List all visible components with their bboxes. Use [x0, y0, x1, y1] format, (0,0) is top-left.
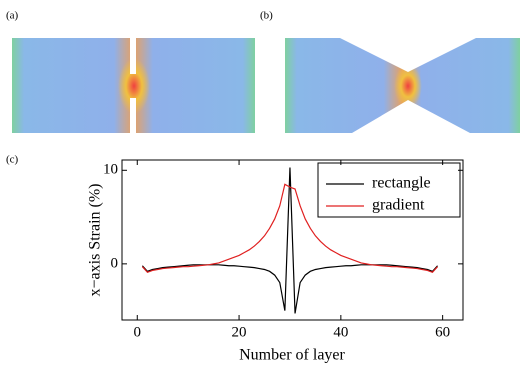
structure-a	[12, 38, 255, 133]
x-tick-label: 40	[333, 324, 348, 340]
y-tick-label: 10	[103, 162, 118, 178]
x-tick-label: 60	[435, 324, 450, 340]
panel-label: (c)	[6, 154, 19, 166]
y-tick-label: 0	[111, 255, 119, 271]
panel-label: (b)	[260, 10, 273, 22]
legend-label: gradient	[372, 197, 425, 214]
structure-b	[285, 38, 520, 133]
legend-label: rectangle	[372, 175, 431, 192]
figure: (a) (b) (c) Number of layer x−axis Strai…	[0, 0, 525, 372]
x-tick-label: 0	[134, 324, 142, 340]
x-axis-label: Number of layer	[239, 347, 345, 364]
y-axis-label: x−axis Strain (%)	[87, 184, 104, 297]
panel-label: (a)	[6, 10, 19, 22]
x-tick-label: 20	[232, 324, 247, 340]
